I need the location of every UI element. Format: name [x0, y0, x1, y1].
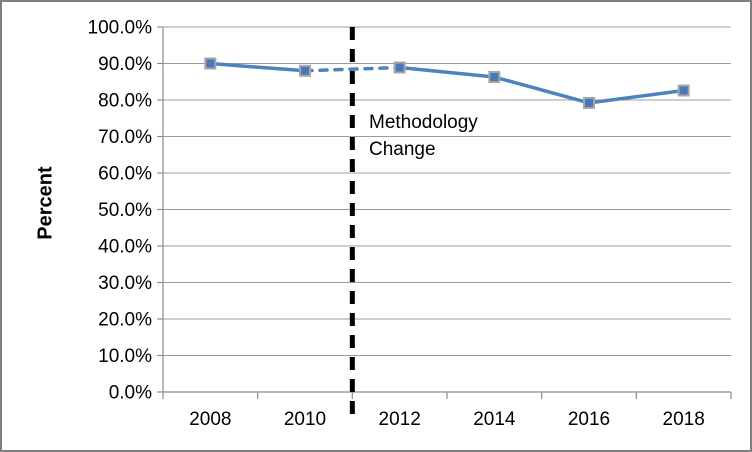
y-tick-label: 100.0% — [88, 18, 153, 39]
y-tick-label: 80.0% — [98, 91, 152, 112]
y-tick-label: 50.0% — [98, 200, 152, 221]
data-point-marker — [677, 84, 690, 97]
x-tick-label: 2008 — [189, 409, 231, 430]
y-tick-label: 90.0% — [98, 54, 152, 75]
x-tick-label: 2010 — [284, 409, 326, 430]
y-tick-label: 0.0% — [109, 383, 152, 404]
y-tick-label: 30.0% — [98, 273, 152, 294]
data-point-marker — [393, 61, 406, 74]
y-tick-label: 70.0% — [98, 127, 152, 148]
x-tick-label: 2012 — [379, 409, 421, 430]
series-segment — [492, 75, 591, 105]
data-point-marker — [204, 57, 217, 70]
series-segment — [303, 65, 402, 73]
data-point-marker — [488, 71, 501, 84]
x-tick-label: 2014 — [473, 409, 516, 430]
data-point-marker — [299, 64, 311, 77]
methodology-change-annotation: Methodology Change — [369, 109, 478, 163]
y-axis-title: Percent — [34, 166, 57, 240]
y-tick-label: 60.0% — [98, 164, 152, 185]
annotation-line-2: Change — [369, 139, 436, 160]
series-segment — [208, 61, 307, 73]
series-segment — [397, 65, 497, 79]
x-tick-label: 2016 — [568, 409, 610, 430]
data-point-marker — [583, 96, 595, 109]
y-tick-label: 20.0% — [98, 310, 152, 331]
y-tick-label: 40.0% — [98, 237, 152, 258]
y-tick-label: 10.0% — [98, 346, 152, 367]
series-segment — [587, 88, 686, 105]
annotation-line-1: Methodology — [369, 112, 478, 133]
x-tick-label: 2018 — [663, 409, 705, 430]
